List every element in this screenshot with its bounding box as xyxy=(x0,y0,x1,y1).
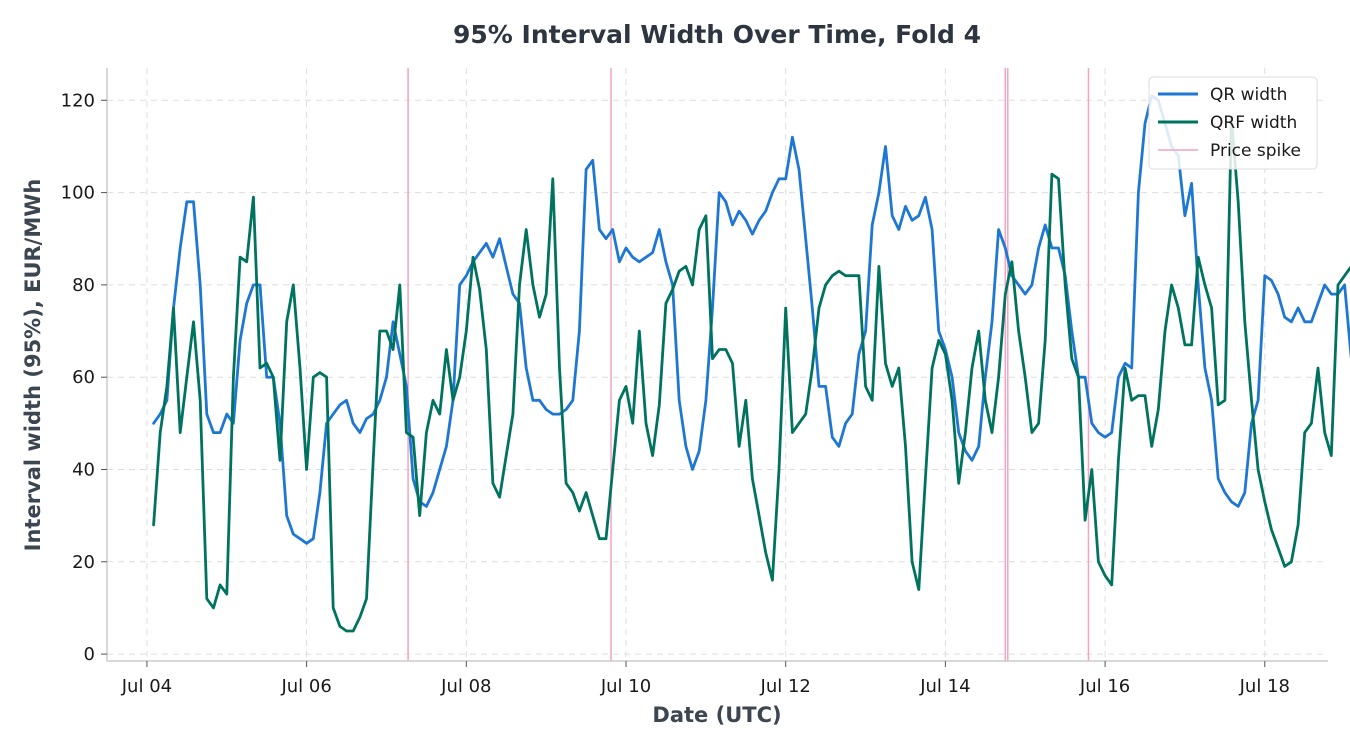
x-tick-label: Jul 16 xyxy=(1079,676,1130,697)
y-tick-label: 20 xyxy=(72,552,95,573)
x-tick-label: Jul 08 xyxy=(440,676,491,697)
x-tick-label: Jul 18 xyxy=(1239,676,1290,697)
price-spike-lines xyxy=(407,68,1090,661)
series-line-qr-width xyxy=(152,94,1350,545)
y-tick-label: 60 xyxy=(72,367,95,388)
x-tick-label: Jul 06 xyxy=(280,676,331,697)
legend-box xyxy=(1148,76,1318,170)
legend-label-qrf: QRF width xyxy=(1210,113,1297,133)
chart-title: 95% Interval Width Over Time, Fold 4 xyxy=(453,20,981,49)
grid xyxy=(107,68,1328,661)
x-axis-label: Date (UTC) xyxy=(652,703,781,727)
x-tick-label: Jul 04 xyxy=(121,676,172,697)
x-tick-label: Jul 12 xyxy=(760,676,811,697)
axes xyxy=(106,68,1328,662)
y-tick-label: 40 xyxy=(72,459,95,480)
ticks: 0 20 40 60 80 100 120 Jul 04 Jul 06 Jul 08 Jul 10 J… xyxy=(61,90,1290,697)
legend: QR width QRF width Price spike xyxy=(1148,76,1318,170)
y-tick-label: 80 xyxy=(72,275,95,296)
x-tick-label: Jul 14 xyxy=(919,676,970,697)
y-axis-label: Interval width (95%), EUR/MWh xyxy=(21,179,45,552)
y-tick-label: 120 xyxy=(61,90,95,111)
series-lines xyxy=(152,94,1350,633)
legend-label-price-spike: Price spike xyxy=(1210,141,1301,161)
y-tick-label: 0 xyxy=(84,644,95,665)
x-tick-label: Jul 10 xyxy=(600,676,651,697)
series-line-qrf-width xyxy=(152,117,1350,633)
y-tick-label: 100 xyxy=(61,183,95,204)
legend-label-qr: QR width xyxy=(1210,85,1287,105)
